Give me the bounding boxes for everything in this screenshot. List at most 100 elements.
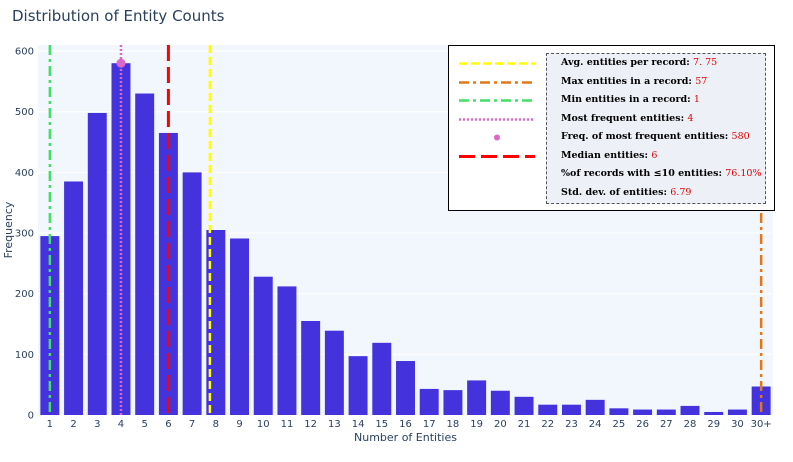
bar-3: [87, 112, 107, 416]
legend-value: 1: [693, 94, 700, 105]
x-tick-label: 19: [470, 419, 483, 430]
x-tick-label: 16: [399, 419, 412, 430]
y-tick-label: 600: [15, 47, 34, 58]
bar-16: [396, 361, 415, 415]
mode-marker: [116, 58, 126, 68]
x-tick-label: 9: [236, 419, 242, 430]
legend-symbol-avg: [457, 55, 537, 72]
legend-symbol-min: [457, 92, 537, 109]
bar-9: [230, 238, 250, 415]
bar-11: [277, 286, 297, 415]
x-tick-label: 29: [707, 419, 720, 430]
x-tick-label: 28: [684, 419, 697, 430]
legend-item-pct: %of records with ≤10 entities: 76.10%: [449, 166, 774, 183]
legend-item-min: Min entities in a record: 1: [449, 92, 774, 109]
legend-value: 76.10%: [725, 168, 762, 179]
bar-10: [253, 276, 273, 415]
legend-label: Freq. of most frequent entities:: [561, 131, 732, 142]
x-tick-label: 10: [257, 419, 270, 430]
x-tick-label: 27: [660, 419, 673, 430]
bar-18: [443, 390, 463, 415]
legend-label: Most frequent entities:: [561, 112, 688, 124]
x-tick-label: 8: [213, 419, 219, 430]
legend-text: Median entities: 6: [561, 150, 657, 161]
bar-30: [727, 409, 747, 415]
bar-17: [419, 388, 439, 415]
bar-27: [656, 409, 676, 415]
legend-item-mode: Most frequent entities: 4: [449, 111, 774, 128]
bar-25: [609, 408, 629, 415]
x-tick-label: 12: [304, 419, 317, 430]
x-tick-label: 30+: [751, 419, 772, 430]
legend-text: Most frequent entities: 4: [561, 113, 693, 124]
bar-30+: [751, 386, 771, 415]
bar-21: [514, 396, 534, 415]
y-tick-label: 400: [15, 168, 34, 179]
legend-value: 6: [651, 149, 658, 161]
bar-14: [348, 356, 368, 415]
y-tick-label: 300: [15, 229, 34, 240]
legend-item-freq: Freq. of most frequent entities: 580: [449, 129, 774, 146]
y-tick-label: 100: [15, 350, 34, 361]
legend-text: Std. dev. of entities: 6.79: [561, 187, 691, 198]
legend-item-std: Std. dev. of entities: 6.79: [449, 185, 774, 202]
legend: Avg. entities per record: 7. 75 Max entit…: [448, 45, 775, 211]
bar-29: [704, 411, 724, 415]
legend-label: Std. dev. of entities:: [561, 186, 671, 198]
x-tick-label: 14: [352, 419, 365, 430]
x-tick-label: 18: [447, 419, 460, 430]
legend-label: Avg. entities per record:: [561, 57, 694, 68]
y-axis-title: Frequency: [2, 201, 15, 258]
x-tick-label: 22: [541, 419, 554, 430]
x-tick-label: 15: [375, 419, 388, 430]
x-tick-label: 11: [281, 419, 294, 430]
legend-label: Max entities in a record:: [561, 75, 696, 87]
legend-text: Max entities in a record: 57: [561, 76, 707, 87]
bar-24: [585, 399, 605, 415]
x-tick-label: 24: [589, 419, 602, 430]
bar-22: [538, 404, 558, 415]
legend-symbol-pct: [457, 166, 537, 183]
x-tick-label: 2: [70, 419, 76, 430]
x-tick-label: 13: [328, 419, 341, 430]
x-tick-label: 6: [165, 419, 171, 430]
x-tick-label: 7: [189, 419, 195, 430]
legend-symbol-std: [457, 185, 537, 202]
legend-symbol-mode: [457, 111, 537, 128]
legend-text: Freq. of most frequent entities: 580: [561, 131, 750, 142]
y-tick-label: 200: [15, 289, 34, 300]
legend-value: 4: [687, 112, 694, 124]
legend-label: Median entities:: [561, 149, 652, 161]
y-tick-label: 0: [28, 411, 34, 422]
legend-symbol-freq: [457, 129, 537, 146]
x-tick-label: 4: [118, 419, 124, 430]
legend-text: %of records with ≤10 entities: 76.10%: [561, 168, 762, 179]
legend-text-box: [546, 53, 766, 204]
bar-19: [467, 380, 487, 415]
bar-23: [561, 404, 581, 415]
x-tick-label: 5: [142, 419, 148, 430]
legend-item-max: Max entities in a record: 57: [449, 74, 774, 91]
x-tick-label: 17: [423, 419, 436, 430]
bar-26: [633, 409, 653, 415]
legend-symbol-median: [457, 148, 537, 165]
legend-value: 57: [695, 75, 708, 87]
x-tick-label: 20: [494, 419, 507, 430]
legend-text: Min entities in a record: 1: [561, 94, 700, 105]
chart-title: Distribution of Entity Counts: [12, 7, 225, 25]
bar-5: [135, 93, 155, 415]
x-tick-label: 23: [565, 419, 578, 430]
legend-text: Avg. entities per record: 7. 75: [561, 57, 717, 68]
legend-item-median: Median entities: 6: [449, 148, 774, 165]
legend-value: 7. 75: [693, 57, 718, 68]
x-tick-label: 3: [94, 419, 100, 430]
legend-value: 6.79: [670, 186, 692, 198]
bar-12: [301, 320, 321, 415]
bar-20: [490, 390, 510, 415]
x-axis-title: Number of Entities: [354, 431, 457, 444]
x-tick-label: 26: [636, 419, 649, 430]
legend-label: %of records with ≤10 entities:: [561, 168, 726, 179]
legend-item-avg: Avg. entities per record: 7. 75: [449, 55, 774, 72]
bar-13: [324, 330, 344, 415]
